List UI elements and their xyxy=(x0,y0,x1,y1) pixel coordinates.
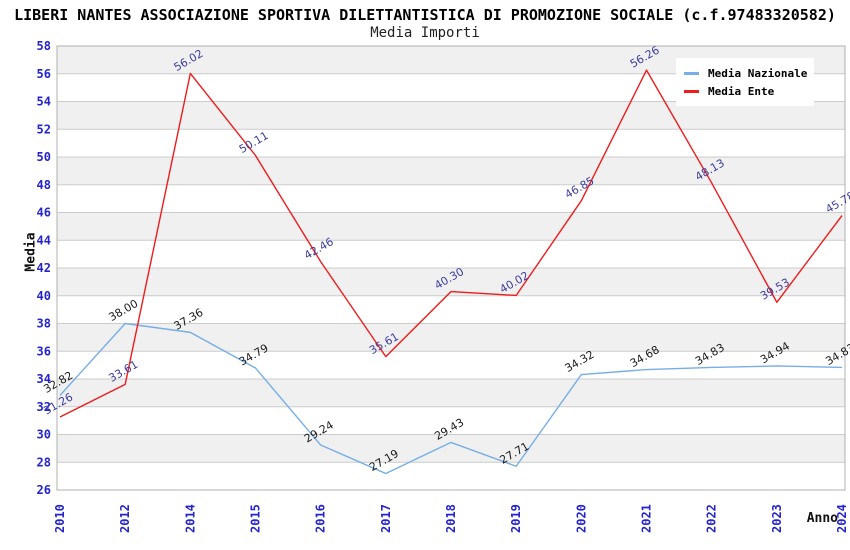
grid-band xyxy=(57,462,845,490)
x-tick-label: 2018 xyxy=(444,504,458,533)
y-tick-label: 36 xyxy=(37,344,51,358)
x-tick-label: 2014 xyxy=(183,504,197,533)
grid-band xyxy=(57,351,845,379)
legend-line-sample-ente xyxy=(684,89,699,93)
x-tick-label: 2020 xyxy=(574,504,588,533)
grid-band xyxy=(57,379,845,407)
x-tick-label: 2022 xyxy=(705,504,719,533)
y-axis-title: Media xyxy=(23,232,39,272)
y-tick-label: 44 xyxy=(37,233,51,247)
y-tick-label: 56 xyxy=(37,67,51,81)
y-tick-label: 46 xyxy=(37,206,51,220)
y-tick-label: 34 xyxy=(37,372,51,386)
chart-title: LIBERI NANTES ASSOCIAZIONE SPORTIVA DILE… xyxy=(14,6,836,24)
legend-label-ente: Media Ente xyxy=(708,84,775,98)
grid-band xyxy=(57,323,845,352)
y-tick-label: 40 xyxy=(37,289,51,303)
grid-band xyxy=(57,434,845,463)
y-tick-label: 52 xyxy=(37,122,51,136)
legend-label-nazionale: Media Nazionale xyxy=(708,66,808,80)
y-tick-label: 32 xyxy=(37,400,51,414)
grid-band xyxy=(57,157,845,185)
grid-band xyxy=(57,129,845,157)
y-tick-label: 42 xyxy=(37,261,51,275)
x-tick-label: 2010 xyxy=(53,504,67,533)
x-tick-label: 2017 xyxy=(379,504,393,533)
x-tick-label: 2021 xyxy=(640,504,654,533)
x-tick-label: 2024 xyxy=(835,504,849,533)
x-tick-label: 2015 xyxy=(249,504,263,533)
y-tick-label: 48 xyxy=(37,178,51,192)
y-tick-label: 38 xyxy=(37,317,51,331)
legend-item-media-ente: Media Ente xyxy=(684,82,806,100)
legend-line-sample-nazionale xyxy=(684,71,699,75)
x-axis-title: Anno xyxy=(806,511,838,526)
x-tick-label: 2019 xyxy=(509,504,523,533)
y-tick-label: 54 xyxy=(37,95,51,109)
y-tick-label: 30 xyxy=(37,428,51,442)
legend: Media Nazionale Media Ente xyxy=(676,58,814,106)
grid-band xyxy=(57,240,845,268)
y-tick-label: 28 xyxy=(37,455,51,469)
series-line-media-ente xyxy=(59,69,843,418)
grid-band xyxy=(57,406,845,435)
grid-band xyxy=(57,184,845,213)
series-line-media-nazionale xyxy=(59,322,843,475)
y-tick-label: 26 xyxy=(37,483,51,497)
legend-item-media-nazionale: Media Nazionale xyxy=(684,64,808,82)
x-tick-label: 2012 xyxy=(118,504,132,533)
grid-band xyxy=(57,212,845,241)
grid-band xyxy=(57,101,845,130)
chart-subtitle: Media Importi xyxy=(370,25,480,41)
x-tick-label: 2016 xyxy=(314,504,328,533)
y-tick-label: 58 xyxy=(37,39,51,53)
x-tick-label: 2023 xyxy=(770,504,784,533)
grid-band xyxy=(57,295,845,324)
y-tick-label: 50 xyxy=(37,150,51,164)
plot-border xyxy=(56,45,846,491)
